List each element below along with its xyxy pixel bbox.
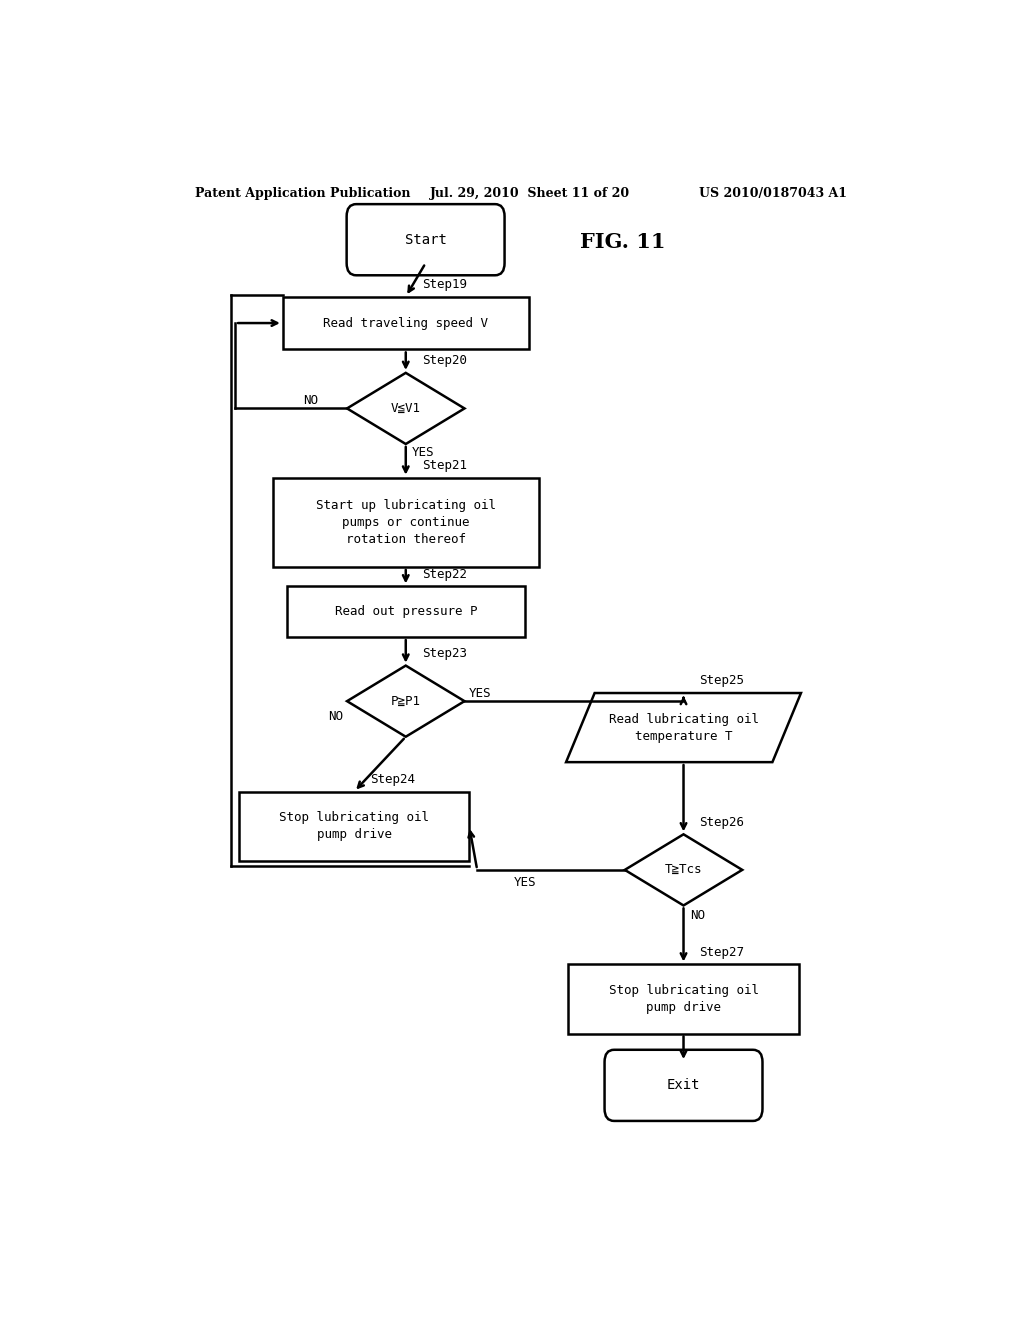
Text: Read traveling speed V: Read traveling speed V — [324, 317, 488, 330]
Text: P≧P1: P≧P1 — [391, 694, 421, 708]
Polygon shape — [625, 834, 742, 906]
Text: Step22: Step22 — [422, 568, 467, 581]
FancyBboxPatch shape — [604, 1049, 763, 1121]
Text: Exit: Exit — [667, 1078, 700, 1093]
Text: Stop lubricating oil
pump drive: Stop lubricating oil pump drive — [280, 812, 429, 841]
Text: Stop lubricating oil
pump drive: Stop lubricating oil pump drive — [608, 983, 759, 1014]
Text: Step23: Step23 — [422, 647, 467, 660]
Text: T≧Tcs: T≧Tcs — [665, 863, 702, 876]
Text: Step21: Step21 — [422, 459, 467, 471]
Text: Step26: Step26 — [699, 816, 744, 829]
Text: FIG. 11: FIG. 11 — [581, 232, 666, 252]
Text: NO: NO — [303, 393, 318, 407]
FancyBboxPatch shape — [347, 205, 505, 276]
Text: Step25: Step25 — [699, 675, 744, 688]
Text: YES: YES — [468, 686, 490, 700]
Text: YES: YES — [514, 875, 537, 888]
Text: US 2010/0187043 A1: US 2010/0187043 A1 — [699, 187, 848, 199]
FancyBboxPatch shape — [239, 792, 469, 861]
FancyBboxPatch shape — [272, 478, 539, 568]
Text: Start up lubricating oil
pumps or continue
rotation thereof: Start up lubricating oil pumps or contin… — [315, 499, 496, 545]
Text: Step24: Step24 — [370, 774, 415, 785]
Text: Patent Application Publication: Patent Application Publication — [196, 187, 411, 199]
FancyBboxPatch shape — [568, 965, 799, 1034]
Text: V≦V1: V≦V1 — [391, 401, 421, 414]
Text: Read lubricating oil
temperature T: Read lubricating oil temperature T — [608, 713, 759, 743]
Text: Step20: Step20 — [422, 354, 467, 367]
Text: Step27: Step27 — [699, 945, 744, 958]
Text: Step19: Step19 — [422, 279, 467, 290]
FancyBboxPatch shape — [287, 586, 524, 638]
Text: Jul. 29, 2010  Sheet 11 of 20: Jul. 29, 2010 Sheet 11 of 20 — [430, 187, 630, 199]
Text: Read out pressure P: Read out pressure P — [335, 605, 477, 618]
Text: YES: YES — [412, 446, 434, 458]
Text: NO: NO — [328, 710, 343, 723]
Text: Start: Start — [404, 232, 446, 247]
Polygon shape — [566, 693, 801, 762]
FancyBboxPatch shape — [283, 297, 528, 350]
Polygon shape — [347, 665, 465, 737]
Text: NO: NO — [690, 909, 705, 923]
Polygon shape — [347, 372, 465, 444]
